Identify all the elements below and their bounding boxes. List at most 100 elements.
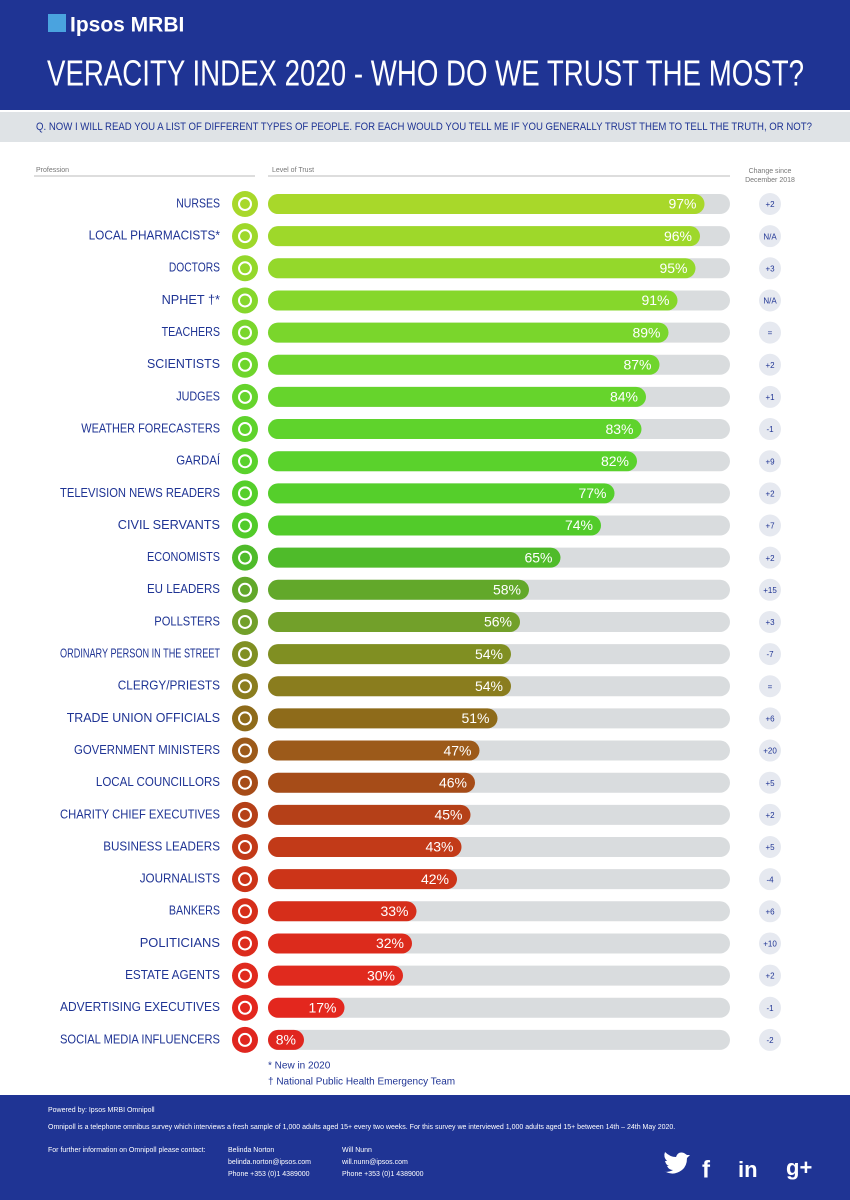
change-label: N/A [763, 297, 777, 306]
social-icon[interactable]: g+ [786, 1155, 812, 1180]
bar [268, 804, 471, 825]
question: Q. NOW I WILL READ YOU A LIST OF DIFFERE… [36, 121, 812, 133]
category-label: ADVERTISING EXECUTIVES [60, 999, 220, 1014]
change-label: +15 [763, 586, 777, 595]
contact-email: will.nunn@ipsos.com [341, 1159, 408, 1166]
value-label: 82% [601, 453, 629, 469]
change-label: N/A [763, 232, 777, 241]
bar [268, 483, 615, 504]
category-icon-inner [238, 582, 252, 597]
change-badge [759, 321, 781, 344]
category-icon-inner [238, 711, 252, 726]
category-icon [232, 512, 258, 539]
change-label: -2 [766, 1036, 774, 1045]
bar [268, 965, 403, 986]
twitter-icon[interactable] [664, 1152, 690, 1174]
value-label: 56% [484, 614, 512, 630]
contact-email: belinda.norton@ipsos.com [228, 1159, 311, 1166]
value-label: 83% [605, 421, 633, 437]
category-icon-inner [238, 518, 252, 533]
change-label: +3 [765, 264, 775, 273]
category-icon-inner [238, 197, 252, 211]
category-icon-inner [238, 679, 252, 694]
category-label: TELEVISION NEWS READERS [60, 485, 220, 500]
change-badge [759, 225, 781, 248]
bar [268, 322, 669, 343]
category-icon [232, 834, 258, 860]
column-header: Level of Trust [272, 167, 314, 174]
bar [268, 290, 678, 311]
category-label: POLITICIANS [140, 935, 221, 950]
change-label: = [768, 329, 773, 338]
bar [268, 419, 642, 440]
category-label: ESTATE AGENTS [125, 967, 220, 982]
category-icon-inner [238, 1000, 252, 1015]
category-icon [232, 191, 258, 217]
question-band [0, 112, 850, 142]
change-label: = [768, 682, 773, 691]
bar [268, 772, 475, 793]
footer-band [0, 1095, 850, 1200]
value-label: 43% [425, 839, 453, 855]
category-label: ECONOMISTS [147, 549, 220, 564]
bar [268, 258, 696, 279]
footnote: † National Public Health Emergency Team [268, 1077, 455, 1088]
change-badge [759, 418, 781, 441]
bar [268, 997, 345, 1018]
category-label: CIVIL SERVANTS [118, 517, 221, 532]
footer-text: For further information on Omnipoll plea… [48, 1147, 206, 1154]
change-badge [759, 739, 781, 762]
bar [268, 1029, 304, 1050]
social-icon[interactable]: f [702, 1156, 711, 1183]
footer-text: Powered by: Ipsos MRBI Omnipoll [48, 1107, 155, 1114]
change-badge [759, 643, 781, 666]
change-label: +2 [765, 361, 775, 370]
change-badge [759, 610, 781, 633]
category-label: GOVERNMENT MINISTERS [74, 742, 220, 757]
change-label: +2 [765, 972, 775, 981]
category-icon [232, 641, 258, 668]
category-label: CHARITY CHIEF EXECUTIVES [60, 806, 220, 821]
value-label: 89% [632, 324, 660, 340]
change-badge [759, 1028, 781, 1051]
change-badge [759, 964, 781, 987]
change-label: +3 [765, 618, 775, 627]
category-icon-inner [238, 647, 252, 662]
category-icon [232, 448, 258, 475]
category-icon [232, 898, 258, 925]
category-icon-inner [238, 614, 252, 629]
category-icon-inner [238, 872, 252, 887]
change-label: -7 [766, 650, 774, 659]
category-icon [232, 930, 258, 957]
change-badge [759, 482, 781, 505]
bar [268, 547, 561, 568]
bar-track [268, 1029, 730, 1050]
category-label: LOCAL COUNCILLORS [96, 774, 220, 789]
category-label: GARDAÍ [176, 453, 220, 468]
category-icon [232, 576, 258, 603]
value-label: 58% [493, 582, 521, 598]
change-badge [759, 514, 781, 537]
change-label: +2 [765, 200, 775, 209]
value-label: 54% [475, 646, 503, 662]
category-icon-inner [238, 389, 252, 404]
bar [268, 644, 511, 665]
social-icon[interactable]: in [738, 1157, 758, 1182]
category-icon [232, 544, 258, 571]
category-label: BUSINESS LEADERS [103, 838, 220, 853]
contact-phone: Phone +353 (0)1 4389000 [342, 1171, 424, 1178]
category-icon [232, 319, 258, 346]
change-badge [759, 257, 781, 280]
bar [268, 386, 646, 407]
category-label: SOCIAL MEDIA INFLUENCERS [60, 1031, 220, 1046]
change-label: +2 [765, 554, 775, 563]
category-icon-inner [238, 775, 252, 790]
category-icon-inner [238, 968, 252, 983]
category-icon [232, 673, 258, 700]
change-label: +2 [765, 811, 775, 820]
footer-text: Omnipoll is a telephone omnibus survey w… [48, 1124, 675, 1131]
category-icon-inner [238, 454, 252, 469]
value-label: 42% [421, 871, 449, 887]
logo: Ipsos MRBI [70, 14, 184, 37]
contact-name: Will Nunn [342, 1147, 372, 1154]
